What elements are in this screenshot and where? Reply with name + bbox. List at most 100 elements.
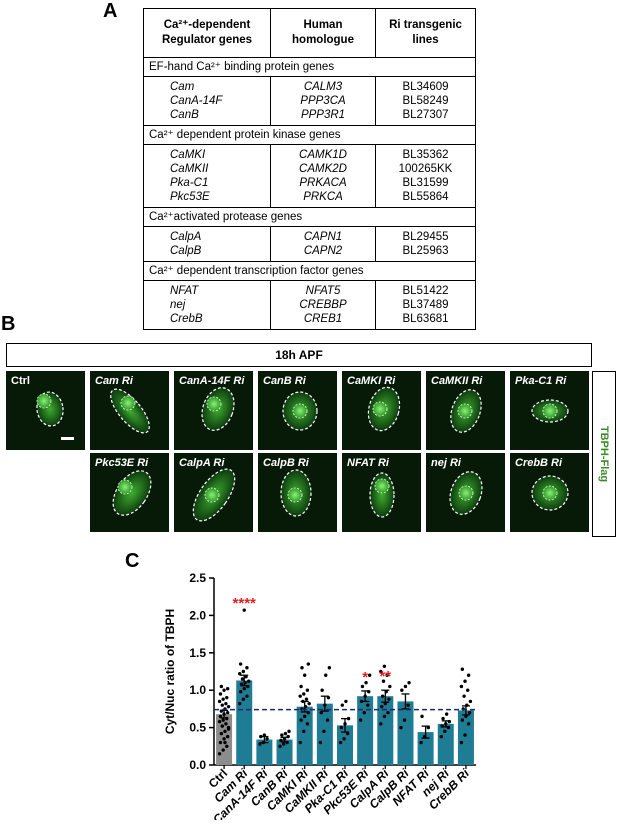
nucleus-outline <box>120 395 136 411</box>
table-row: CanA-14F PPP3CA BL58249 <box>143 94 476 108</box>
gene-name: CaMKII <box>143 162 271 176</box>
table-group-row: Ca²⁺activated protease genes <box>143 207 476 227</box>
bar <box>417 732 434 765</box>
data-point <box>225 695 229 700</box>
data-point <box>226 727 231 731</box>
cell-image <box>369 472 395 518</box>
human-homologue: PPP3CA <box>270 94 376 108</box>
data-point <box>226 704 231 709</box>
data-point <box>238 701 242 706</box>
bar <box>437 723 454 765</box>
data-point <box>443 729 447 734</box>
human-homologue: CAMK2D <box>270 162 376 176</box>
human-homologue: CREB1 <box>270 312 376 330</box>
data-point <box>380 694 385 698</box>
data-point <box>362 710 366 715</box>
data-point <box>380 704 384 709</box>
micrograph-label: CrebB Ri <box>515 457 563 469</box>
data-point <box>459 684 464 689</box>
cell-outline <box>110 388 150 434</box>
ri-line: BL51422 <box>375 280 476 298</box>
nucleus-outline <box>36 393 52 409</box>
ri-line: BL58249 <box>375 94 476 108</box>
data-point <box>419 740 423 745</box>
data-point <box>302 714 307 719</box>
data-point <box>283 731 288 736</box>
ri-line: BL27307 <box>375 108 476 126</box>
group-title: Ca²⁺ dependent transcription factor gene… <box>143 261 476 281</box>
significance-stars: **** <box>233 595 257 612</box>
data-point <box>385 673 389 677</box>
data-point <box>217 752 222 756</box>
ri-line: 100265KK <box>375 162 476 176</box>
cell-image <box>367 386 401 432</box>
data-point <box>364 681 368 685</box>
data-point <box>466 688 470 692</box>
table-row: NFAT NFAT5 BL51422 <box>143 280 476 298</box>
panel-c-letter: C <box>125 550 140 572</box>
data-point <box>381 679 386 683</box>
data-point <box>218 740 223 745</box>
scale-bar <box>61 437 74 440</box>
data-point <box>306 662 310 666</box>
bar <box>397 701 414 765</box>
data-point <box>318 740 323 745</box>
micrograph-cana-14f-ri: CanA-14F Ri <box>174 371 253 450</box>
micrograph-label: nej Ri <box>431 457 461 469</box>
data-point <box>327 666 332 670</box>
data-point <box>344 699 348 704</box>
bar <box>256 739 273 765</box>
bar <box>236 680 253 765</box>
data-point <box>221 748 225 752</box>
table-row: CalpA CAPN1 BL29455 <box>143 226 476 244</box>
ri-line: BL31599 <box>375 176 476 190</box>
data-point <box>402 718 407 722</box>
data-point <box>225 734 230 739</box>
data-point <box>340 703 344 707</box>
data-point <box>245 666 249 670</box>
data-point <box>407 681 411 685</box>
ri-line: BL25963 <box>375 244 476 262</box>
bar <box>316 703 333 765</box>
nucleus-outline <box>292 403 308 419</box>
data-point <box>360 684 365 689</box>
data-point <box>217 719 222 724</box>
group-title: Ca²⁺activated protease genes <box>143 207 476 227</box>
data-point <box>305 688 310 692</box>
data-point <box>225 687 230 691</box>
data-point <box>441 716 445 721</box>
data-point <box>265 737 269 741</box>
micrograph-crebb-ri: CrebB Ri <box>510 453 589 532</box>
data-point <box>304 697 309 701</box>
data-point <box>298 694 302 698</box>
table-group-row: Ca²⁺ dependent transcription factor gene… <box>143 261 476 281</box>
data-point <box>366 703 370 707</box>
data-point <box>287 729 291 734</box>
ri-line: BL37489 <box>375 298 476 312</box>
data-point <box>466 722 471 726</box>
bar <box>337 725 353 765</box>
gene-name: NFAT <box>143 280 271 298</box>
data-point <box>220 724 224 728</box>
data-point <box>280 733 284 737</box>
data-point <box>382 664 387 668</box>
gene-name: CaMKI <box>143 144 271 162</box>
data-point <box>358 718 363 722</box>
data-point <box>242 687 246 691</box>
cell-image <box>531 475 569 511</box>
apf-time-header: 18h APF <box>6 343 592 367</box>
group-title: Ca²⁺ dependent protein kinase genes <box>143 125 476 145</box>
y-tick-label: 0.0 <box>189 758 206 772</box>
data-point <box>300 666 304 670</box>
cell-image <box>531 399 569 423</box>
data-point <box>463 679 467 683</box>
regulator-genes-table: Ca²⁺-dependent Regulator genes Human hom… <box>143 8 476 330</box>
data-point <box>399 725 403 730</box>
significance-stars: * <box>362 669 368 686</box>
data-point <box>420 714 424 719</box>
micrograph-label: CanA-14F Ri <box>179 375 245 387</box>
gene-name: CrebB <box>143 312 271 330</box>
cell-image <box>110 388 150 434</box>
micrograph-nej-ri: nej Ri <box>426 453 505 532</box>
gene-name: CanB <box>143 108 271 126</box>
